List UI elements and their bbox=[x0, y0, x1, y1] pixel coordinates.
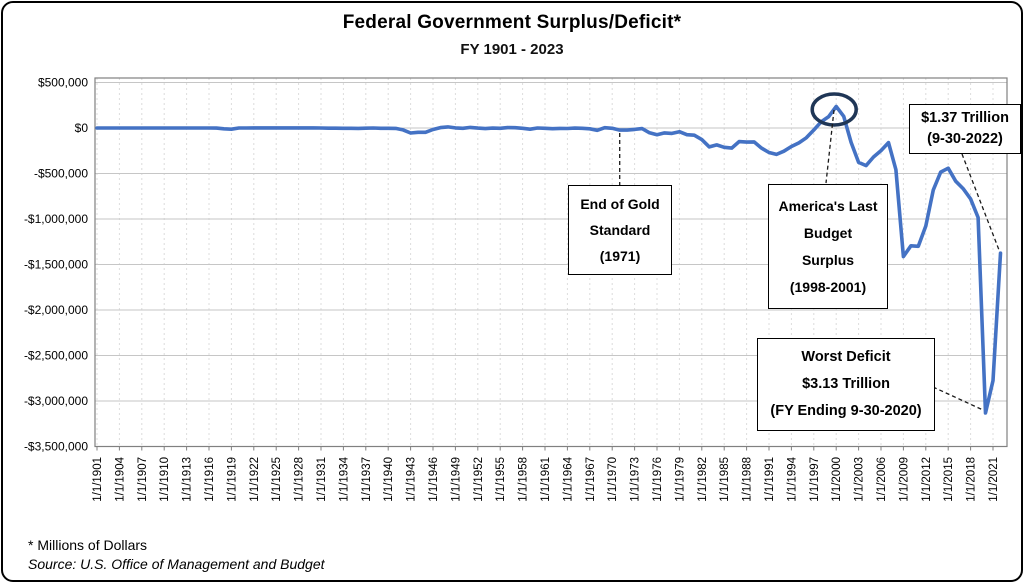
x-axis-label: 1/1/1925 bbox=[271, 457, 283, 502]
x-axis-label: 1/1/1928 bbox=[294, 457, 306, 502]
x-axis-label: 1/1/1919 bbox=[226, 457, 238, 502]
annotation-line: Surplus bbox=[801, 251, 855, 268]
x-axis-label: 1/1/1985 bbox=[719, 457, 731, 502]
plot-border bbox=[94, 77, 1008, 448]
y-axis-label: -$2,500,000 bbox=[24, 349, 88, 363]
chart-title: Federal Government Surplus/Deficit* bbox=[342, 12, 682, 33]
x-axis-label: 1/1/2015 bbox=[943, 457, 955, 502]
x-axis-label: 1/1/1910 bbox=[159, 457, 171, 502]
x-axis-label: 1/1/1961 bbox=[540, 457, 552, 502]
y-axis-label: -$1,000,000 bbox=[24, 212, 88, 226]
x-axis-label: 1/1/1907 bbox=[137, 457, 149, 502]
connector-worst-deficit bbox=[932, 386, 984, 411]
surplus-peak-circle bbox=[810, 92, 858, 127]
y-axis-label: -$1,500,000 bbox=[24, 258, 88, 272]
x-axis-label: 1/1/1982 bbox=[697, 457, 709, 502]
annotation-line: Worst Deficit bbox=[801, 349, 891, 365]
annotation-end-of-gold-standard: End of Gold Standard (1971) bbox=[568, 185, 672, 275]
annotation-worst-deficit: Worst Deficit $3.13 Trillion (FY Ending … bbox=[757, 338, 935, 431]
annotation-line: (9-30-2022) bbox=[927, 131, 1003, 147]
x-axis-label: 1/1/1937 bbox=[361, 457, 373, 502]
y-axis-label: $500,000 bbox=[38, 76, 88, 90]
x-axis-label: 1/1/1934 bbox=[338, 456, 350, 501]
x-axis-label: 1/1/1976 bbox=[652, 457, 664, 502]
x-axis-label: 1/1/1946 bbox=[428, 457, 440, 502]
x-axis-label: 1/1/2018 bbox=[966, 457, 978, 502]
x-axis-label: 1/1/2012 bbox=[921, 457, 933, 502]
x-axis-label: 1/1/1991 bbox=[764, 457, 776, 502]
source-citation: Source: U.S. Office of Management and Bu… bbox=[28, 556, 325, 572]
x-axis-label: 1/1/1994 bbox=[786, 456, 798, 501]
x-axis-label: 1/1/2009 bbox=[898, 457, 910, 502]
chart-subtitle: FY 1901 - 2023 bbox=[460, 41, 564, 58]
annotation-line: (1998-2001) bbox=[789, 278, 867, 295]
x-axis-label: 1/1/1931 bbox=[316, 457, 328, 502]
annotation-line: (1971) bbox=[599, 248, 641, 264]
x-axis-label: 1/1/2021 bbox=[988, 457, 1000, 502]
x-axis-label: 1/1/1973 bbox=[630, 457, 642, 502]
x-axis-label: 1/1/1970 bbox=[607, 457, 619, 502]
x-axis-label: 1/1/1967 bbox=[585, 457, 597, 502]
x-axis-label: 1/1/1949 bbox=[450, 457, 462, 502]
y-axis-label: -$2,000,000 bbox=[24, 303, 88, 317]
annotation-line: Standard bbox=[589, 222, 651, 238]
annotation-line: End of Gold bbox=[580, 196, 660, 212]
x-axis-label: 1/1/1958 bbox=[518, 457, 530, 502]
y-axis-label: $0 bbox=[75, 121, 89, 135]
y-axis-label: -$500,000 bbox=[34, 167, 88, 181]
annotation-line: (FY Ending 9-30-2020) bbox=[770, 403, 922, 419]
x-axis-label: 1/1/1922 bbox=[249, 457, 261, 502]
surplus-deficit-line bbox=[95, 104, 1003, 415]
x-axis-label: 1/1/1997 bbox=[809, 457, 821, 502]
annotation-line: $3.13 Trillion bbox=[802, 376, 890, 392]
footnote-units: * Millions of Dollars bbox=[28, 537, 148, 553]
x-axis-label: 1/1/1979 bbox=[674, 457, 686, 502]
connector-last-surplus bbox=[825, 109, 835, 184]
annotation-line: Budget bbox=[803, 224, 853, 241]
x-axis-label: 1/1/1955 bbox=[495, 457, 507, 502]
annotation-last-budget-surplus: America's Last Budget Surplus (1998-2001… bbox=[768, 184, 888, 309]
x-axis-label: 1/1/1943 bbox=[406, 457, 418, 502]
annotation-line: America's Last bbox=[778, 197, 878, 214]
x-axis-label: 1/1/1913 bbox=[182, 457, 194, 502]
x-axis-label: 1/1/1964 bbox=[562, 456, 574, 501]
x-axis-label: 1/1/2003 bbox=[854, 457, 866, 502]
x-axis-label: 1/1/2000 bbox=[831, 457, 843, 502]
y-axis-label: -$3,000,000 bbox=[24, 394, 88, 408]
connector-2022-deficit bbox=[961, 153, 1000, 251]
x-axis-label: 1/1/1901 bbox=[92, 457, 104, 502]
x-axis-label: 1/1/2006 bbox=[876, 457, 888, 502]
annotation-2022-deficit: $1.37 Trillion (9-30-2022) bbox=[909, 104, 1021, 154]
x-axis-label: 1/1/1940 bbox=[383, 457, 395, 502]
y-axis-label: -$3,500,000 bbox=[24, 440, 88, 454]
x-axis-label: 1/1/1952 bbox=[473, 457, 485, 502]
x-axis-label: 1/1/1916 bbox=[204, 457, 216, 502]
x-axis-label: 1/1/1904 bbox=[114, 456, 126, 501]
x-axis-label: 1/1/1988 bbox=[742, 457, 754, 502]
annotation-line: $1.37 Trillion bbox=[921, 110, 1009, 126]
